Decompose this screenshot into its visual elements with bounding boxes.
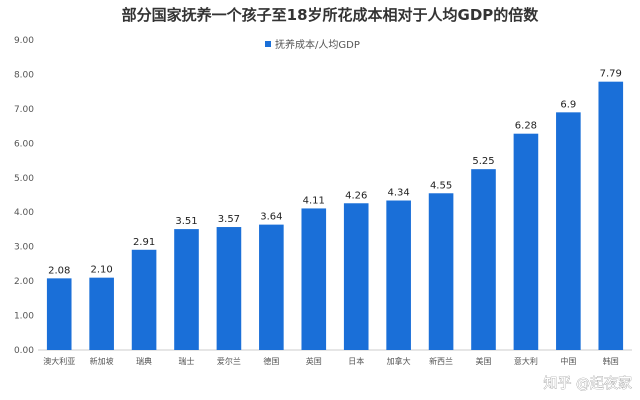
bar-value-label: 4.55 xyxy=(430,180,452,191)
bar-value-label: 3.64 xyxy=(260,212,282,223)
bar-value-label: 6.28 xyxy=(515,121,537,132)
y-tick-label: 9.00 xyxy=(14,36,34,46)
y-tick-label: 8.00 xyxy=(14,70,34,80)
bar-value-label: 6.9 xyxy=(560,99,576,110)
bars xyxy=(46,81,624,350)
bar xyxy=(89,277,114,350)
bar xyxy=(131,249,157,350)
x-category-label: 意大利 xyxy=(514,356,538,366)
value-labels: 2.08 2.10 2.91 3.51 3.57 3.64 4.11 4.26 4.34 4.55… xyxy=(48,69,622,277)
bar xyxy=(471,169,496,350)
x-category-label: 德国 xyxy=(263,356,279,366)
bar-value-label: 4.11 xyxy=(303,195,325,206)
bar xyxy=(428,193,454,350)
bar xyxy=(216,227,242,350)
bar-value-label: 3.51 xyxy=(175,216,197,227)
bar xyxy=(343,203,369,350)
x-category-label: 瑞士 xyxy=(179,356,195,366)
y-tick-label: 4.00 xyxy=(14,208,34,218)
y-tick-label: 1.00 xyxy=(14,312,34,322)
y-tick-label: 0.00 xyxy=(14,346,34,356)
x-category-label: 瑞典 xyxy=(136,356,152,366)
legend-swatch xyxy=(265,41,271,47)
y-tick-label: 3.00 xyxy=(14,243,34,253)
legend: 抚养成本/人均GDP xyxy=(265,38,360,51)
x-category-label: 美国 xyxy=(476,356,492,366)
bar-value-label: 7.79 xyxy=(600,69,622,80)
bar-value-label: 2.10 xyxy=(91,265,113,276)
bar xyxy=(556,112,581,350)
bar-value-label: 5.25 xyxy=(472,156,494,167)
x-category-label: 澳大利亚 xyxy=(43,356,75,366)
bar xyxy=(174,229,199,350)
bar xyxy=(301,208,327,350)
x-category-label: 加拿大 xyxy=(387,356,411,366)
bar-value-label: 4.34 xyxy=(388,188,410,199)
bar-value-label: 4.26 xyxy=(345,190,367,201)
x-category-label: 英国 xyxy=(306,356,322,366)
y-axis: 0.00 1.00 2.00 3.00 4.00 5.00 6.00 7.00 8.00 9.00 xyxy=(14,36,34,356)
bar xyxy=(513,133,539,350)
bar-value-label: 2.08 xyxy=(48,265,70,276)
x-category-label: 新西兰 xyxy=(429,356,453,366)
x-category-label: 中国 xyxy=(560,356,576,366)
y-tick-label: 2.00 xyxy=(14,277,34,287)
bar xyxy=(598,81,624,350)
x-category-label: 新加坡 xyxy=(90,356,114,366)
bar-value-label: 3.57 xyxy=(218,214,240,225)
x-category-label: 日本 xyxy=(348,356,364,366)
bar xyxy=(386,200,411,350)
bar-value-label: 2.91 xyxy=(133,237,155,248)
y-tick-label: 5.00 xyxy=(14,174,34,184)
y-tick-label: 7.00 xyxy=(14,105,34,115)
chart-title: 部分国家抚养一个孩子至18岁所花成本相对于人均GDP的倍数 xyxy=(122,6,540,24)
bar xyxy=(46,278,72,350)
y-tick-label: 6.00 xyxy=(14,139,34,149)
x-axis: 澳大利亚 新加坡 瑞典 瑞士 爱尔兰 德国 英国 日本 加拿大 新西兰 美国 意大利 中国 韩国 xyxy=(38,349,632,366)
legend-label: 抚养成本/人均GDP xyxy=(275,38,360,51)
watermark: 知乎 @起夜家 xyxy=(544,375,632,392)
bar xyxy=(259,224,284,350)
x-category-label: 爱尔兰 xyxy=(217,356,241,366)
x-category-label: 韩国 xyxy=(603,356,619,366)
